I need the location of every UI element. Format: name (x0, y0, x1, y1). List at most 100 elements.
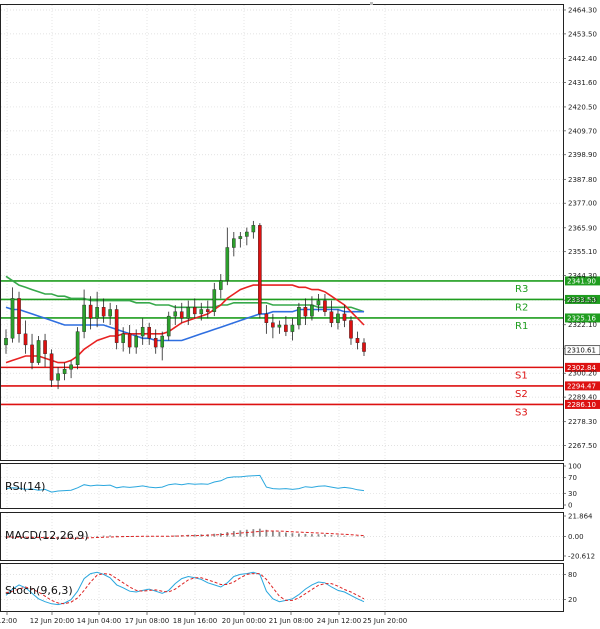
candle-bullish (310, 296, 314, 321)
candle-body (166, 315, 171, 337)
candle-body (199, 309, 204, 315)
candle-bullish (173, 305, 178, 325)
candle-bearish (355, 331, 360, 350)
price-tick-label: 2409.70 (568, 127, 597, 135)
candle-bearish (329, 300, 334, 328)
candles (4, 220, 366, 390)
candle-body (121, 333, 125, 343)
candle-body (134, 335, 138, 348)
ma-slow-line (5, 275, 365, 313)
candle-body (82, 304, 86, 332)
candle-bearish (349, 316, 353, 345)
candle-bearish (342, 305, 347, 328)
price-tick-label: 2322.10 (568, 321, 597, 329)
candle-body (212, 289, 217, 312)
price-tick-label: 2344.30 (568, 272, 597, 280)
candle-bullish (232, 232, 236, 257)
candle-body (264, 313, 269, 323)
candle-bullish (10, 287, 15, 343)
candle-bullish (186, 300, 191, 325)
candle-bullish (121, 327, 125, 352)
time-tick-label: 14 Jun 04:00 (77, 617, 121, 625)
candle-bullish (108, 302, 112, 325)
candle-body (4, 338, 8, 346)
candle-body (342, 313, 347, 321)
candle-body (329, 311, 334, 323)
price-tick-label: 2387.80 (568, 176, 597, 184)
candle-bearish (30, 333, 34, 370)
candle-body (75, 331, 80, 366)
candle-body (303, 307, 308, 317)
candle-bearish (179, 302, 184, 323)
candle-bullish (160, 331, 165, 361)
candle-bullish (166, 311, 171, 341)
level-tag-s2 (565, 381, 600, 391)
candle-bullish (4, 329, 8, 354)
candle-body (323, 300, 327, 312)
candle-bearish (101, 298, 106, 323)
candle-bearish (114, 305, 119, 350)
support-resistance-lines: R3 2341.90 R2 2333.53 R1 2325.16 S1 2302.84 S2 22… (0, 276, 600, 418)
price-tick-label: 2278.30 (568, 418, 597, 426)
candle-bearish (264, 305, 269, 334)
candle-body (147, 326, 152, 339)
candle-body (310, 304, 314, 317)
panel-frame (0, 563, 564, 612)
candle-body (251, 225, 256, 233)
candle-bullish (218, 274, 223, 299)
candle-bullish (225, 227, 230, 286)
stoch-k-line (5, 571, 365, 606)
candle-bullish (336, 309, 340, 330)
candle-bullish (245, 227, 249, 246)
candle-body (36, 340, 41, 363)
candle-body (108, 309, 112, 317)
level-label-r2: R2 (515, 302, 528, 313)
price-tick-label: 2333.20 (568, 297, 597, 305)
price-tick-label: 2377.00 (568, 200, 597, 208)
candle-body (238, 236, 243, 239)
candle-bearish (23, 320, 28, 354)
price-tick-label: 2365.90 (568, 224, 597, 232)
candle-body (355, 338, 360, 343)
time-tick-label: 17 Jun 08:00 (125, 617, 169, 625)
candle-body (349, 320, 353, 339)
level-label-r3: R3 (515, 284, 528, 295)
level-tag-value: 2341.90 (567, 277, 596, 285)
candle-bullish (134, 329, 138, 354)
candle-bearish (127, 324, 132, 354)
level-tag-value: 2333.53 (567, 296, 596, 304)
candle-bullish (56, 367, 60, 390)
candle-bearish (192, 298, 197, 319)
candle-bullish (75, 327, 80, 370)
panel-frame (0, 463, 564, 509)
candle-body (101, 307, 106, 317)
candle-body (10, 298, 15, 339)
candle-body (43, 340, 47, 354)
level-label-s2: S2 (515, 389, 528, 400)
candle-body (88, 304, 93, 319)
current-price-tag (564, 345, 600, 356)
candle-body (271, 322, 275, 328)
candle-body (316, 300, 321, 306)
candle-bearish (271, 313, 275, 339)
candle-bullish (140, 318, 145, 345)
candle-bearish (88, 296, 93, 330)
panel-frame (0, 4, 564, 461)
candle-bearish (49, 349, 54, 387)
price-tick-label: 2453.50 (568, 30, 597, 38)
candle-body (30, 344, 34, 363)
candle-bullish (290, 318, 295, 341)
rsi-axis-tick-label: 100 (568, 463, 581, 471)
candle-body (290, 324, 295, 332)
candle-body (69, 364, 73, 370)
price-tick-label: 2300.20 (568, 370, 597, 378)
rsi-axis-tick-label: 70 (568, 474, 577, 482)
candle-body (258, 225, 262, 315)
candle-body (56, 373, 60, 381)
candle-body (186, 307, 191, 319)
level-tag-r1 (565, 313, 600, 323)
window-marker (370, 2, 373, 5)
price-tick-label: 2267.50 (568, 442, 597, 450)
candle-body (49, 353, 54, 381)
candle-body (23, 333, 28, 346)
